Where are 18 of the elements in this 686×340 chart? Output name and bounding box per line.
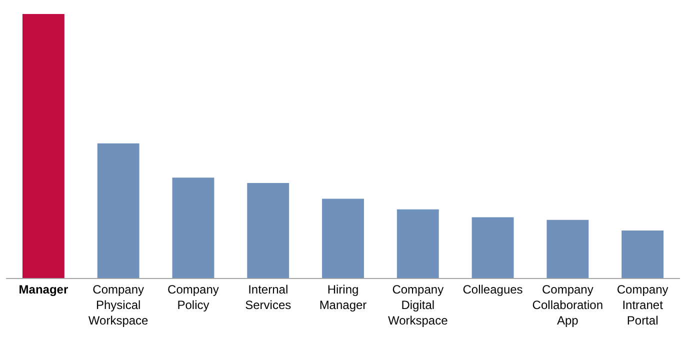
x-tick-label: Company Physical Workspace	[88, 282, 149, 328]
bar	[472, 217, 514, 278]
bar	[322, 198, 364, 278]
x-tick-label: Company Intranet Portal	[616, 282, 668, 328]
bar	[546, 220, 589, 278]
bar	[396, 209, 439, 278]
x-tick-label: Colleagues	[462, 282, 523, 296]
x-tick-label: Company Collaboration App	[532, 282, 604, 328]
x-tick-label: Hiring Manager	[319, 282, 367, 312]
bar	[247, 182, 290, 278]
bar	[22, 14, 64, 278]
bar	[172, 178, 214, 278]
bar	[622, 230, 664, 278]
x-tick-label: Company Digital Workspace	[388, 282, 448, 328]
bar	[97, 143, 140, 278]
x-tick-label: Internal Services	[245, 282, 292, 312]
x-tick-label: Company Policy	[168, 282, 219, 312]
x-tick-label: Manager	[18, 282, 68, 296]
